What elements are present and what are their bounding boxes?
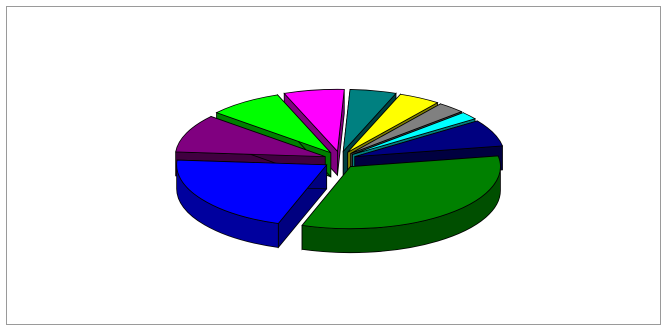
pie-slice-3-top: [215, 94, 332, 154]
pie-slice-1-top: [176, 159, 328, 224]
pie-slice-1: [176, 159, 328, 249]
pie-slice-4-top: [283, 88, 345, 153]
pie-slice-6-top: [347, 93, 439, 153]
pie-slice-5-top: [342, 89, 397, 153]
pie-slice-8-top: [352, 112, 477, 155]
pie-slice-9-top: [354, 120, 504, 158]
pie-slice-0-top: [301, 155, 501, 230]
pie-slice-7-top: [350, 103, 463, 154]
pie-slice-0: [301, 155, 501, 254]
pie-slice-2-top: [175, 116, 326, 158]
